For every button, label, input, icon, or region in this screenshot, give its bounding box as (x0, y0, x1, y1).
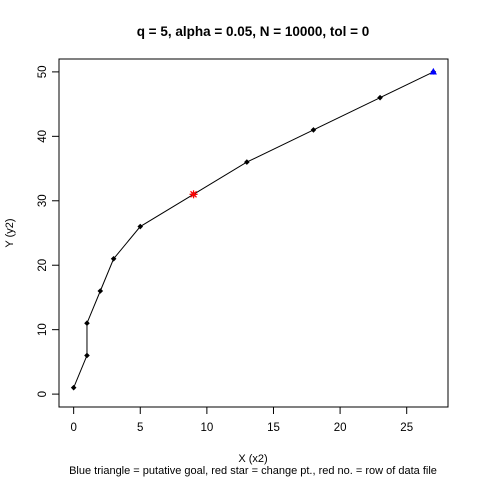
data-point (97, 288, 104, 294)
chart-caption: Blue triangle = putative goal, red star … (69, 465, 437, 477)
x-tick-label: 20 (334, 422, 347, 434)
plot-frame (58, 58, 449, 408)
x-axis: 0 5 10 15 20 25 (70, 406, 413, 434)
x-tick-label: 10 (200, 422, 213, 434)
x-tick-label: 5 (137, 422, 143, 434)
y-tick-label: 10 (37, 323, 49, 336)
x-tick-label: 25 (400, 422, 413, 434)
y-tick-label: 50 (37, 65, 49, 78)
y-tick-label: 20 (37, 259, 49, 272)
y-axis: 0 10 20 30 40 50 (37, 65, 60, 397)
y-tick-label: 30 (37, 194, 49, 207)
data-point (310, 127, 317, 133)
data-point (84, 320, 90, 327)
x-axis-label: X (x2) (238, 453, 267, 465)
y-tick-label: 0 (37, 391, 49, 397)
change-point-star (189, 190, 198, 199)
x-tick-label: 0 (70, 422, 76, 434)
data-point (377, 94, 383, 101)
y-axis-label: Y (y2) (4, 218, 16, 247)
marker-layer (189, 67, 437, 199)
data-point (137, 223, 144, 230)
chart-title: q = 5, alpha = 0.05, N = 10000, tol = 0 (137, 24, 370, 39)
data-point (84, 352, 90, 359)
data-point (110, 255, 117, 262)
data-point (70, 384, 77, 391)
series-line (73, 71, 434, 388)
series-layer (70, 69, 437, 391)
data-point (244, 159, 250, 165)
y-tick-label: 40 (37, 130, 49, 143)
x-tick-label: 15 (267, 422, 280, 434)
goal-triangle (429, 67, 437, 75)
